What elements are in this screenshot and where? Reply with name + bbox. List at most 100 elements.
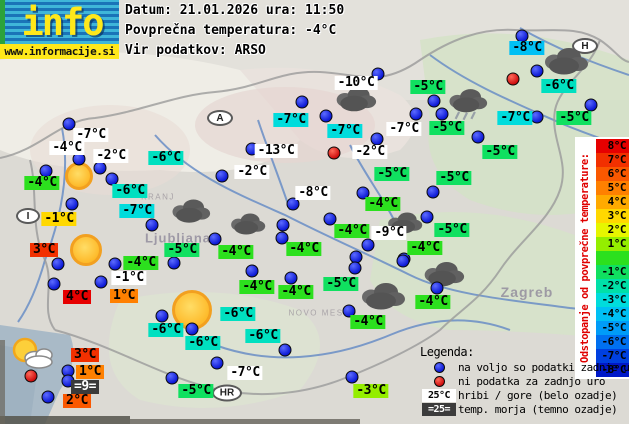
- station-temp-label: -5°C: [482, 145, 518, 159]
- station-temp-label: -7°C: [386, 122, 422, 136]
- station-temp-label: -6°C: [112, 184, 148, 198]
- legend-item: na voljo so podatki zadnje ure: [420, 360, 629, 374]
- city-label: Zagreb: [500, 284, 554, 300]
- scale-band: 4°C: [596, 195, 629, 209]
- logo-green-stripe: [0, 0, 5, 59]
- blue-station-dot: [348, 261, 362, 275]
- blue-station-dot: [278, 343, 292, 357]
- legend-icon-cell: 25°C: [420, 388, 458, 402]
- scale-band: 8°C: [596, 139, 629, 153]
- station-temp-label: -6°C: [148, 151, 184, 165]
- station-temp-label: -5°C: [436, 171, 472, 185]
- red-station-dot: [24, 369, 38, 383]
- scale-band: -5°C: [596, 321, 629, 335]
- blue-station-dot: [275, 231, 289, 245]
- station-temp-label: -2°C: [352, 145, 388, 159]
- legend-item-text: na voljo so podatki zadnje ure: [458, 360, 629, 374]
- station-temp-label: -4°C: [278, 285, 314, 299]
- legend-item-text: ni podatka za zadnjo uro: [458, 374, 605, 388]
- station-temp-label: -6°C: [185, 336, 221, 350]
- blue-station-dot: [284, 271, 298, 285]
- red-dot-icon: [433, 375, 445, 387]
- scale-band: -3°C: [596, 293, 629, 307]
- country-sign-i: I: [16, 208, 40, 224]
- cloud-icon: [333, 84, 377, 116]
- blue-station-dot: [276, 218, 290, 232]
- station-temp-label: 1°C: [110, 289, 138, 303]
- blue-station-dot: [210, 356, 224, 370]
- scale-band: -4°C: [596, 307, 629, 321]
- station-temp-label: 3°C: [71, 348, 99, 362]
- blue-station-dot: [167, 256, 181, 270]
- legend-icon-cell: [420, 375, 458, 387]
- scale-band: 5°C: [596, 181, 629, 195]
- legend-item: ni podatka za zadnjo uro: [420, 374, 629, 388]
- city-label: KRANJ: [141, 192, 175, 202]
- logo-brand-text: info: [21, 0, 104, 44]
- scale-band: 7°C: [596, 153, 629, 167]
- station-temp-label: -4°C: [407, 241, 443, 255]
- blue-station-dot: [530, 64, 544, 78]
- station-temp-label: -7°C: [227, 366, 263, 380]
- blue-station-dot: [155, 309, 169, 323]
- station-temp-label: -4°C: [415, 295, 451, 309]
- station-temp-label: -5°C: [164, 243, 200, 257]
- sun-icon: [70, 234, 102, 266]
- station-temp-label: -1°C: [41, 212, 77, 226]
- blue-dot-icon: [433, 361, 445, 373]
- blue-station-dot: [41, 390, 55, 404]
- blue-station-dot: [286, 197, 300, 211]
- blue-station-dot: [427, 94, 441, 108]
- station-temp-label: -2°C: [234, 165, 270, 179]
- legend-icon-cell: [420, 361, 458, 373]
- dark-box-icon: =25=: [422, 402, 456, 416]
- logo-banner: info: [5, 0, 119, 44]
- blue-station-dot: [295, 95, 309, 109]
- country-sign-a: A: [207, 110, 233, 126]
- blue-station-dot: [426, 185, 440, 199]
- blue-station-dot: [108, 257, 122, 271]
- station-temp-label: -7°C: [73, 128, 109, 142]
- station-temp-label: -4°C: [286, 242, 322, 256]
- blue-station-dot: [47, 277, 61, 291]
- station-temp-label: 2°C: [63, 394, 91, 408]
- station-temp-label: -13°C: [254, 144, 298, 158]
- deviation-scale: Odstopanje od povprečne temperature: 8°C…: [575, 137, 629, 379]
- blue-station-dot: [65, 197, 79, 211]
- blue-station-dot: [165, 371, 179, 385]
- scale-band: -8°C: [596, 363, 629, 377]
- legend-item-text: hribi / gore (belo ozadje): [458, 388, 618, 402]
- blue-station-dot: [323, 212, 337, 226]
- scale-band: -6°C: [596, 335, 629, 349]
- station-temp-label: -6°C: [541, 79, 577, 93]
- scale-band: -2°C: [596, 279, 629, 293]
- scale-band: -1°C: [596, 265, 629, 279]
- blue-station-dot: [430, 281, 444, 295]
- blue-station-dot: [435, 107, 449, 121]
- scale-band: 1°C: [596, 237, 629, 251]
- station-temp-label: -8°C: [509, 41, 545, 55]
- station-temp-label: -4°C: [123, 256, 159, 270]
- header-avg-temp-line: Povprečna temperatura: -4°C: [125, 23, 337, 38]
- logo-url[interactable]: www.informacije.si: [0, 44, 119, 59]
- station-temp-label: -6°C: [148, 323, 184, 337]
- cloud-icon: [228, 211, 266, 239]
- site-logo[interactable]: info www.informacije.si: [0, 0, 119, 59]
- station-temp-label: -9°C: [371, 226, 407, 240]
- blue-station-dot: [356, 186, 370, 200]
- blue-station-dot: [94, 275, 108, 289]
- station-temp-label: -5°C: [410, 80, 446, 94]
- map-legend: Legenda: na voljo so podatki zadnje ure n…: [420, 345, 629, 416]
- station-temp-label: -3°C: [353, 384, 389, 398]
- station-temp-label: -1°C: [111, 271, 147, 285]
- scale-band: 2°C: [596, 223, 629, 237]
- station-temp-label: -5°C: [429, 121, 465, 135]
- blue-station-dot: [409, 107, 423, 121]
- station-temp-label: -5°C: [434, 223, 470, 237]
- station-temp-label: -7°C: [497, 111, 533, 125]
- cloud-icon: [358, 280, 406, 314]
- station-temp-label: -4°C: [24, 176, 60, 190]
